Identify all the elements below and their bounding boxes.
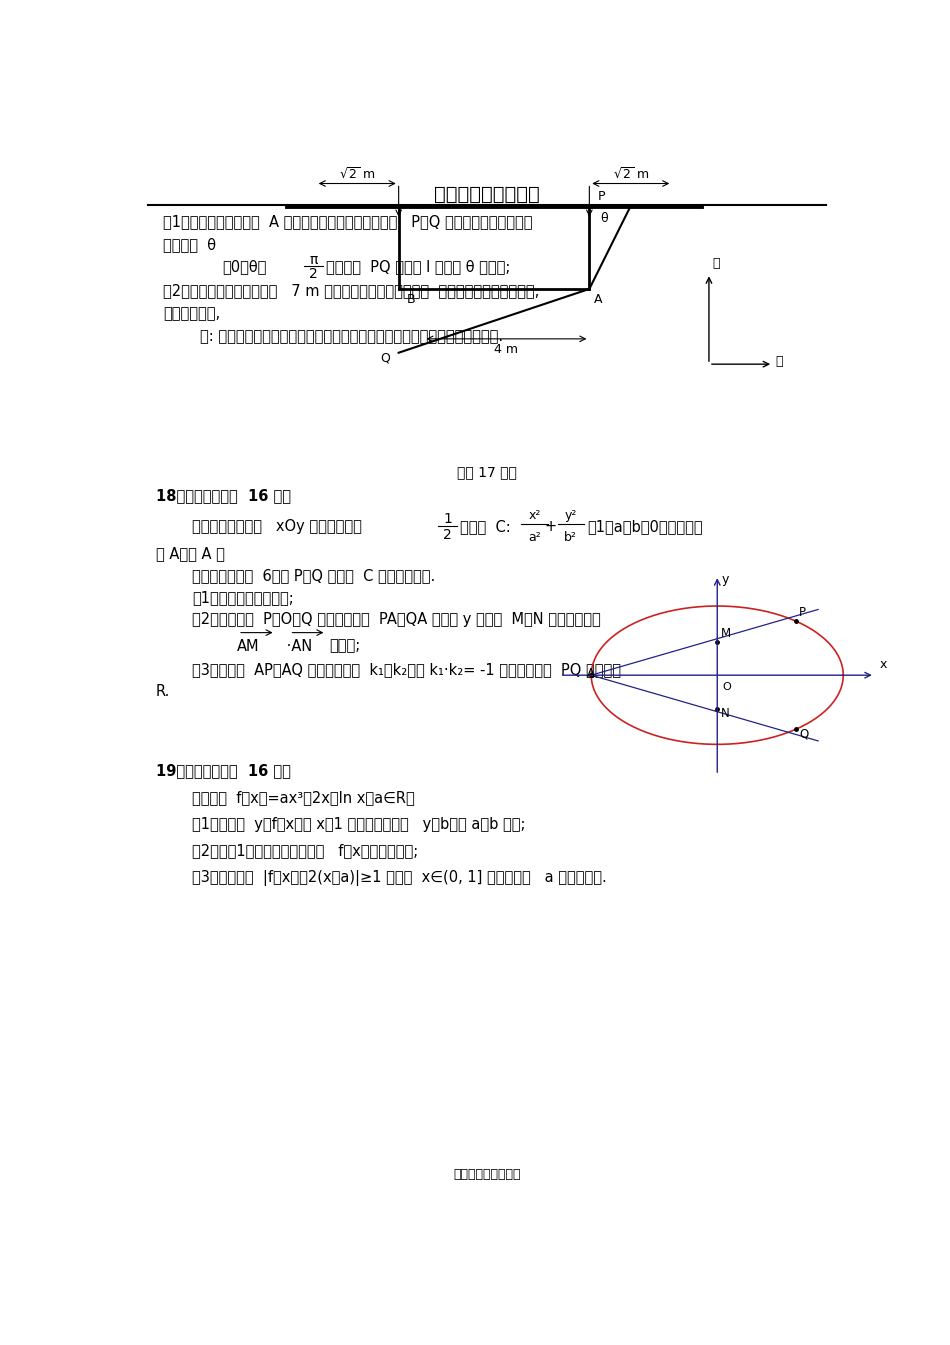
Text: （第 17 题）: （第 17 题） [457, 465, 517, 479]
Text: P: P [799, 607, 807, 619]
Text: （3）若不等式  |f（x）＋2(x＋a)|≥1 对任意  x∈(0, 1] 都成立，求   a 的取值范围.: （3）若不等式 |f（x）＋2(x＋a)|≥1 对任意 x∈(0, 1] 都成立… [192, 870, 607, 886]
Text: 问: 这根竹竿能否从拐角处一直漂向东西向的水渠（不会卡住）？请说明理由.: 问: 这根竹竿能否从拐角处一直漂向东西向的水渠（不会卡住）？请说明理由. [163, 330, 504, 344]
Text: 1: 1 [444, 511, 452, 526]
Text: （1）若曲线  y＝f（x）在 x＝1 处的切线方程为   y＝b，求 a＋b 的值;: （1）若曲线 y＝f（x）在 x＝1 处的切线方程为 y＝b，求 a＋b 的值; [192, 816, 526, 831]
Text: 已知函数  f（x）=ax³－2x－ln x，a∈R．: 已知函数 f（x）=ax³－2x－ln x，a∈R． [192, 790, 415, 804]
Text: N: N [721, 706, 730, 720]
Text: 的椭圆  C:: 的椭圆 C: [461, 519, 511, 534]
Text: （1）求椭圆的标准方程;: （1）求椭圆的标准方程; [192, 590, 294, 605]
Text: AM: AM [237, 639, 259, 654]
Text: 的夹角为  θ: 的夹角为 θ [163, 237, 216, 252]
Text: （2）在（1）的条件下，求函数   f（x）零点的个数;: （2）在（1）的条件下，求函数 f（x）零点的个数; [192, 843, 419, 858]
Text: ·AN: ·AN [282, 639, 313, 654]
Text: 2: 2 [444, 529, 452, 542]
Text: 为 A，且 A 到: 为 A，且 A 到 [156, 546, 224, 561]
Text: A: A [587, 667, 595, 679]
Text: $\sqrt{2}$ m: $\sqrt{2}$ m [339, 167, 375, 182]
Text: π: π [310, 253, 318, 266]
Text: P: P [598, 190, 605, 203]
Text: 19．（本小题满分  16 分）: 19．（本小题满分 16 分） [156, 763, 291, 777]
Text: $\sqrt{2}$ m: $\sqrt{2}$ m [613, 167, 649, 182]
Text: （3）设直线  AP、AQ 的斜率分别为  k₁，k₂，当 k₁·k₂= -1 时，证明直线  PQ 经过定点: （3）设直线 AP、AQ 的斜率分别为 k₁，k₂，当 k₁·k₂= -1 时，… [192, 662, 621, 678]
Text: ）将线段  PQ 的长度 l 表示为 θ 的函数;: ）将线段 PQ 的长度 l 表示为 θ 的函数; [327, 260, 511, 274]
Text: x: x [880, 658, 886, 671]
Text: ＝1（a＞b＞0）的左顶点: ＝1（a＞b＞0）的左顶点 [588, 519, 703, 534]
Text: +: + [545, 519, 557, 534]
Text: x²: x² [528, 510, 541, 522]
Text: 18．（本小题满分  16 分）: 18．（本小题满分 16 分） [156, 488, 291, 503]
Text: y: y [722, 573, 730, 586]
Text: 在平面直角坐标系   xOy 中，离心率为: 在平面直角坐标系 xOy 中，离心率为 [192, 519, 362, 534]
Text: 2: 2 [310, 268, 318, 281]
Text: 为定值;: 为定值; [330, 639, 361, 654]
Text: b²: b² [564, 531, 578, 543]
Text: Q: Q [799, 728, 808, 741]
Text: Q: Q [381, 352, 390, 364]
Text: a²: a² [528, 531, 542, 543]
Text: 且不发生形变,: 且不发生形变, [163, 307, 220, 321]
Text: （2）若从南面漂来一根长为   7 m 的笔直的竹竿（粗细不计）  ，竹竿始终浮于水平面内,: （2）若从南面漂来一根长为 7 m 的笔直的竹竿（粗细不计） ，竹竿始终浮于水平… [163, 284, 540, 299]
Text: 北: 北 [712, 257, 720, 270]
Text: M: M [721, 627, 731, 640]
Text: 4 m: 4 m [494, 343, 519, 356]
Text: O: O [723, 682, 732, 693]
Text: 东: 东 [775, 355, 783, 367]
Text: 百度文库，精选试题: 百度文库，精选试题 [453, 1167, 521, 1181]
Text: 试题习题，尽在百度: 试题习题，尽在百度 [434, 186, 540, 204]
Text: （0＜θ＜: （0＜θ＜ [221, 260, 266, 274]
Text: θ: θ [600, 211, 608, 225]
Text: 右准线的距离为  6，点 P、Q 是椭圆  C 上的两个动点.: 右准线的距离为 6，点 P、Q 是椭圆 C 上的两个动点. [192, 568, 436, 584]
Text: （1）在水平面内，过点  A 的一条直线与水渠的内壁交于   P，Q 两点，且与水渠的一边: （1）在水平面内，过点 A 的一条直线与水渠的内壁交于 P，Q 两点，且与水渠的… [163, 214, 532, 229]
Text: B: B [407, 293, 415, 307]
Text: A: A [594, 293, 602, 307]
Text: y²: y² [564, 510, 577, 522]
Text: R.: R. [156, 685, 170, 699]
Text: （2）如图，当  P、O、Q 共线时，直线  PA、QA 分别与 y 轴交于  M、N 两点，求证：: （2）如图，当 P、O、Q 共线时，直线 PA、QA 分别与 y 轴交于 M、N… [192, 612, 601, 627]
